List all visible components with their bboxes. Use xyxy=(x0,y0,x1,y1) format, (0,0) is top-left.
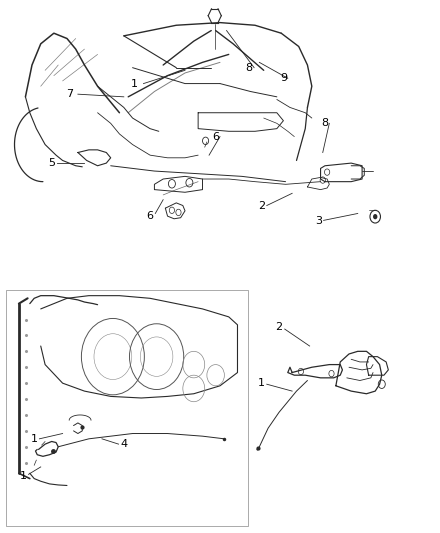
Bar xyxy=(6,290,249,526)
Text: 8: 8 xyxy=(321,118,329,128)
Text: 2: 2 xyxy=(258,200,265,211)
Text: 2: 2 xyxy=(275,322,282,333)
Text: 9: 9 xyxy=(280,73,287,83)
Text: 3: 3 xyxy=(315,216,322,227)
Text: 4: 4 xyxy=(120,439,127,449)
Text: 1: 1 xyxy=(131,78,138,88)
Text: 8: 8 xyxy=(245,63,252,72)
Text: 7: 7 xyxy=(66,89,73,99)
Text: 1: 1 xyxy=(258,378,265,388)
Text: 5: 5 xyxy=(48,158,55,168)
Text: 1: 1 xyxy=(20,471,27,481)
Text: 6: 6 xyxy=(147,211,154,221)
Text: 1: 1 xyxy=(31,434,38,444)
Circle shape xyxy=(373,214,378,219)
Text: 6: 6 xyxy=(212,132,219,142)
